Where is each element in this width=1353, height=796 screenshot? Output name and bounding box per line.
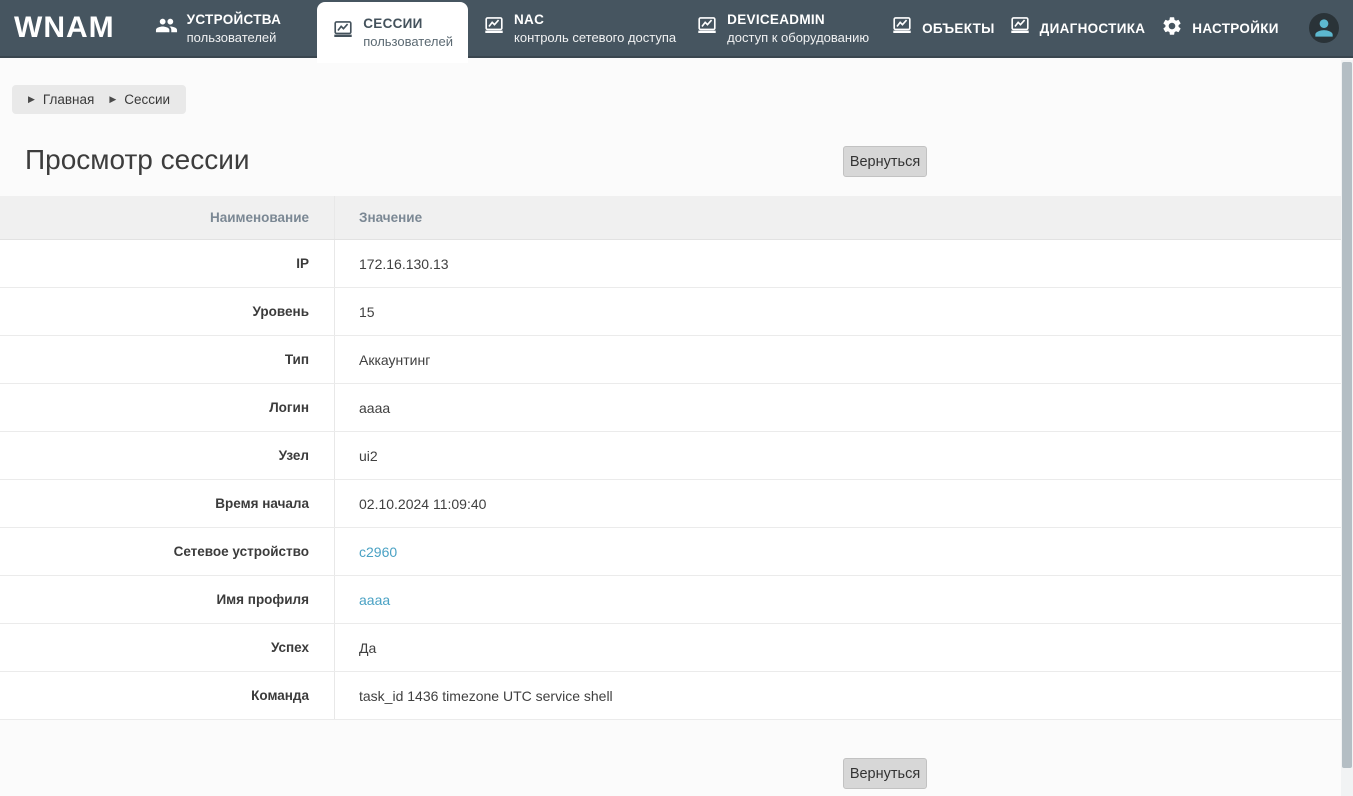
nav-item-devices[interactable]: УСТРОЙСТВА пользователей [155, 12, 282, 45]
table-header-row: Наименование Значение [0, 196, 1341, 240]
nav-item-sublabel: контроль сетевого доступа [514, 29, 677, 45]
nav-item-nac[interactable]: NAC контроль сетевого доступа [483, 12, 676, 45]
row-label: Логин [0, 384, 335, 431]
person-icon [1311, 13, 1337, 43]
table-header-name: Наименование [0, 196, 335, 239]
nav-item-label: NAC [514, 11, 545, 27]
nav-item-sublabel: доступ к оборудованию [727, 29, 870, 45]
breadcrumb-label: Главная [42, 92, 95, 107]
table-row: Уровень 15 [0, 288, 1341, 336]
chart-icon [891, 15, 913, 42]
app-logo[interactable]: WNAM [14, 11, 115, 44]
table-row: Имя профиля aaaa [0, 576, 1341, 624]
row-value: 15 [359, 303, 375, 320]
chart-icon [483, 15, 505, 42]
back-button-bottom[interactable]: Вернуться [843, 758, 927, 789]
row-label: Команда [0, 672, 335, 719]
row-value: ui2 [359, 447, 378, 464]
row-label: Успех [0, 624, 335, 671]
table-header-value: Значение [359, 210, 423, 225]
vertical-scrollbar [1341, 60, 1353, 796]
nav-item-label: УСТРОЙСТВА [186, 11, 282, 27]
nav-item-sublabel: пользователей [363, 34, 453, 49]
table-row: Тип Аккаунтинг [0, 336, 1341, 384]
row-label: Имя профиля [0, 576, 335, 623]
nav-item-deviceadmin[interactable]: DEVICEADMIN доступ к оборудованию [696, 12, 869, 45]
row-label: Уровень [0, 288, 335, 335]
top-navbar: WNAM УСТРОЙСТВА пользователей СЕССИИ пол… [0, 0, 1353, 63]
row-label: Время начала [0, 480, 335, 527]
row-value-link-profile[interactable]: aaaa [359, 591, 391, 608]
user-avatar[interactable] [1309, 13, 1339, 43]
row-value: task_id 1436 timezone UTC service shell [359, 687, 613, 704]
nav-item-diagnostics[interactable]: ДИАГНОСТИКА [1009, 15, 1146, 42]
nav-item-sessions-active[interactable]: СЕССИИ пользователей [317, 2, 468, 63]
group-icon [155, 14, 178, 42]
table-row: Логин aaaa [0, 384, 1341, 432]
table-row: IP 172.16.130.13 [0, 240, 1341, 288]
row-label: Сетевое устройство [0, 528, 335, 575]
nav-item-label: НАСТРОЙКИ [1192, 20, 1279, 36]
chart-icon [696, 15, 718, 42]
breadcrumb-home[interactable]: ▶ Главная [28, 92, 94, 107]
row-value: 02.10.2024 11:09:40 [359, 495, 487, 512]
row-label: Тип [0, 336, 335, 383]
session-details-table: Наименование Значение IP 172.16.130.13 У… [0, 196, 1341, 720]
table-row: Время начала 02.10.2024 11:09:40 [0, 480, 1341, 528]
nav-item-label: DEVICEADMIN [727, 11, 825, 27]
breadcrumb-arrow-icon: ▶ [109, 94, 117, 104]
page-title: Просмотр сессии [25, 144, 250, 175]
nav-item-label: СЕССИИ [363, 16, 423, 31]
nav-item-label: ОБЪЕКТЫ [922, 20, 995, 36]
breadcrumb: ▶ Главная ▶ Сессии [12, 85, 187, 114]
back-button-top[interactable]: Вернуться [843, 146, 927, 177]
nav-item-settings[interactable]: НАСТРОЙКИ [1161, 15, 1279, 42]
table-row: Сетевое устройство c2960 [0, 528, 1341, 576]
row-value: Да [359, 639, 377, 656]
breadcrumb-sessions[interactable]: ▶ Сессии [109, 92, 170, 107]
nav-item-objects[interactable]: ОБЪЕКТЫ [891, 15, 995, 42]
row-label: IP [0, 240, 335, 287]
row-value: 172.16.130.13 [359, 255, 449, 272]
row-value-link-device[interactable]: c2960 [359, 543, 398, 560]
chart-icon [332, 19, 354, 46]
row-label: Узел [0, 432, 335, 479]
gear-icon [1161, 15, 1183, 42]
scrollbar-thumb[interactable] [1342, 62, 1352, 768]
table-row: Успех Да [0, 624, 1341, 672]
row-value: aaaa [359, 399, 391, 416]
nav-item-label: ДИАГНОСТИКА [1039, 20, 1146, 36]
table-row: Узел ui2 [0, 432, 1341, 480]
chart-icon [1009, 15, 1031, 42]
nav-item-sublabel: пользователей [186, 29, 277, 45]
table-row: Команда task_id 1436 timezone UTC servic… [0, 672, 1341, 720]
breadcrumb-label: Сессии [124, 92, 171, 107]
breadcrumb-arrow-icon: ▶ [28, 94, 35, 104]
row-value: Аккаунтинг [359, 351, 431, 368]
